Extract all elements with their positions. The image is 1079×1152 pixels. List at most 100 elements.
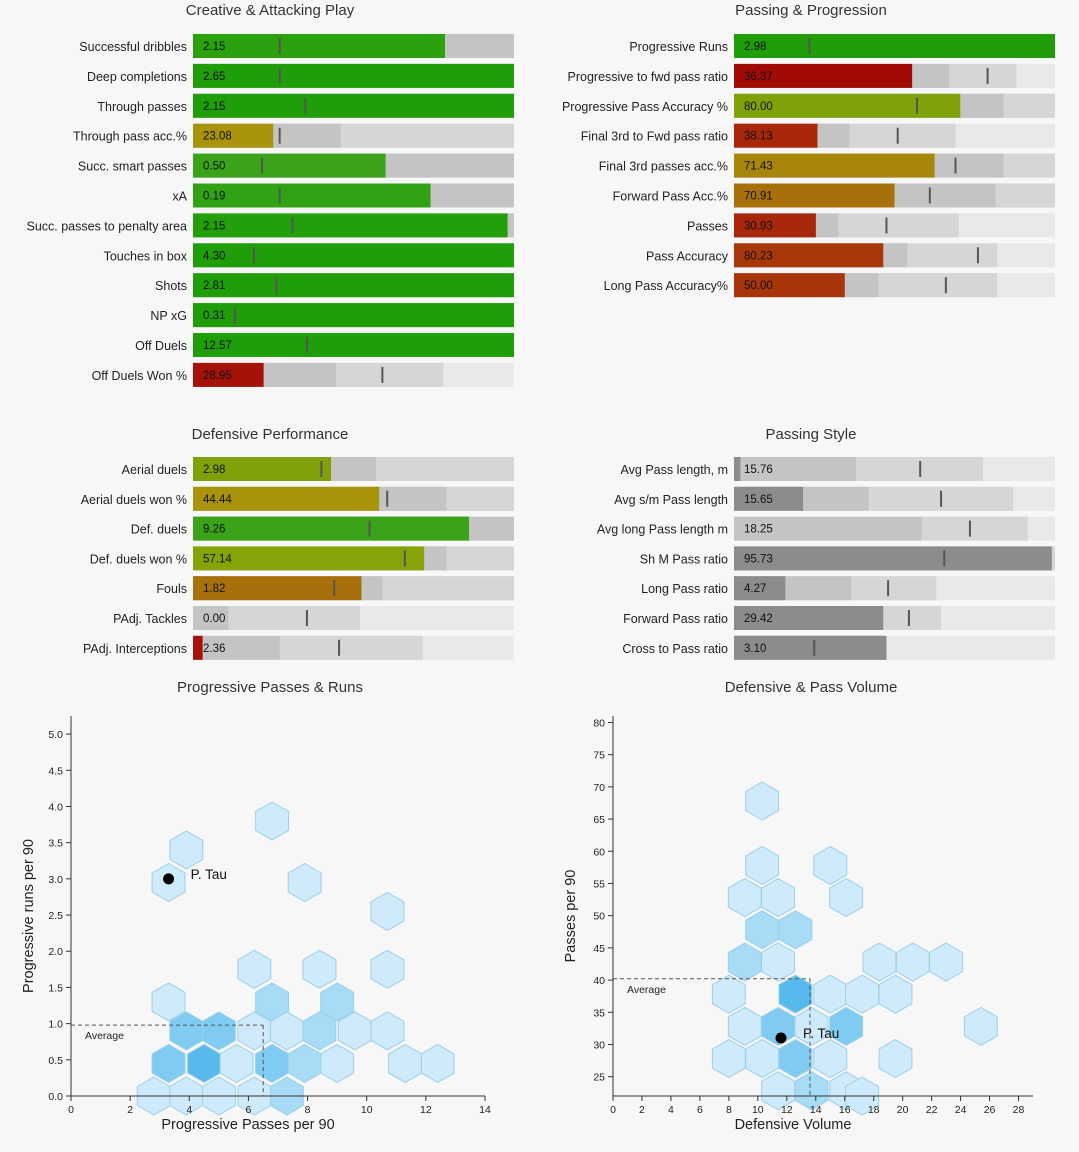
x-tick-label: 6 <box>246 1104 252 1116</box>
bar-fill <box>734 213 816 238</box>
bar-value: 57.14 <box>203 553 232 565</box>
x-tick-label: 18 <box>868 1104 880 1116</box>
y-tick-label: 30 <box>593 1039 605 1051</box>
bar-fill <box>193 486 380 511</box>
hexbin <box>287 862 322 903</box>
player-label: P. Tau <box>803 1026 839 1041</box>
bar-fill <box>193 153 386 178</box>
y-tick-label: 5.0 <box>48 729 63 741</box>
y-tick-label: 45 <box>593 943 605 955</box>
bar-row: Pass Accuracy 80.23 <box>646 243 1055 268</box>
bar-label: Long Pass ratio <box>641 582 728 596</box>
bar-fill <box>734 63 913 88</box>
bar-label: Off Duels Won % <box>92 369 187 383</box>
bar-value: 0.00 <box>203 613 225 625</box>
bar-value: 15.76 <box>744 464 773 476</box>
hexbin <box>745 910 780 950</box>
hexbin <box>151 1043 186 1083</box>
bar-row: Successful dribbles 2.15 <box>79 34 514 58</box>
bar-label: Pass Accuracy <box>646 249 729 263</box>
bar-row: Aerial duels won % 44.44 <box>81 486 514 511</box>
hexbin <box>727 942 762 982</box>
x-axis-label: Progressive Passes per 90 <box>161 1117 334 1133</box>
x-tick-label: 14 <box>810 1104 822 1116</box>
hexbin <box>711 974 746 1014</box>
bar-value: 95.73 <box>744 553 773 565</box>
bar-row: Forward Pass Acc.% 70.91 <box>613 183 1055 208</box>
bar-fill <box>734 635 887 660</box>
hexbin <box>845 974 880 1014</box>
y-tick-label: 4.5 <box>48 765 63 777</box>
hexbin-layer <box>711 781 998 1116</box>
bar-value: 28.95 <box>203 370 232 382</box>
hexbin <box>201 1011 236 1051</box>
y-tick-label: 25 <box>593 1072 605 1084</box>
bar-fill <box>734 546 1052 571</box>
y-tick-label: 3.5 <box>48 838 63 850</box>
bar-value: 2.81 <box>203 280 225 292</box>
x-tick-label: 2 <box>127 1104 133 1116</box>
y-tick-label: 75 <box>593 750 605 762</box>
hexbin <box>761 878 796 918</box>
hexbin <box>370 891 405 931</box>
hexbin <box>929 942 964 982</box>
hexbin <box>219 1043 254 1083</box>
bar-value: 30.93 <box>744 220 773 232</box>
bar-fill <box>734 123 818 148</box>
bar-fill <box>734 576 786 601</box>
bar-range-inner <box>734 516 922 541</box>
y-tick-label: 65 <box>593 814 605 826</box>
x-tick-label: 10 <box>752 1104 764 1116</box>
bar-value: 0.31 <box>203 310 225 322</box>
y-tick-label: 2.5 <box>48 910 63 922</box>
bar-fill <box>193 333 514 357</box>
y-tick-label: 50 <box>593 911 605 923</box>
x-tick-label: 12 <box>781 1104 793 1116</box>
bar-value: 4.30 <box>203 250 225 262</box>
bar-value: 12.57 <box>203 340 232 352</box>
bar-label: Forward Pass Acc.% <box>613 190 728 204</box>
bar-range-inner <box>734 457 856 481</box>
bar-fill <box>734 34 1055 58</box>
bar-value: 2.36 <box>203 643 225 655</box>
bar-fill <box>734 606 884 630</box>
bar-label: Off Duels <box>135 339 187 353</box>
bar-fill <box>193 34 445 58</box>
bar-row: xA 0.19 <box>172 183 514 208</box>
bar-label: Aerial duels <box>122 463 187 477</box>
hexbin <box>187 1043 221 1083</box>
bar-label: PAdj. Tackles <box>113 612 187 626</box>
bar-label: Final 3rd passes acc.% <box>599 160 728 174</box>
hexbin <box>727 1006 762 1046</box>
bar-fill <box>193 635 203 660</box>
bar-fill <box>193 243 514 268</box>
bar-label: NP xG <box>150 309 187 323</box>
x-axis-label: Defensive Volume <box>735 1117 852 1133</box>
bar-value: 0.50 <box>203 161 225 173</box>
x-tick-label: 16 <box>839 1104 851 1116</box>
bar-value: 15.65 <box>744 494 773 506</box>
bar-row: Through pass acc.% 23.08 <box>73 123 514 148</box>
bar-row: Off Duels 12.57 <box>135 333 514 357</box>
hexbin <box>813 845 848 885</box>
hexbin <box>794 1006 829 1046</box>
hexbin <box>794 1071 829 1111</box>
bar-row: Cross to Pass ratio 3.10 <box>622 635 1055 660</box>
hexbin <box>287 1043 322 1083</box>
bar-value: 23.08 <box>203 131 232 143</box>
bar-row: PAdj. Tackles 0.00 <box>113 606 514 630</box>
hexbin <box>878 974 913 1014</box>
bar-row: Shots 2.81 <box>155 273 514 298</box>
x-tick-label: 14 <box>479 1104 491 1116</box>
hexbin <box>878 1039 913 1079</box>
y-tick-label: 1.0 <box>48 1019 63 1031</box>
bar-row: Succ. smart passes 0.50 <box>78 153 514 178</box>
bar-fill <box>193 213 508 238</box>
x-tick-label: 0 <box>68 1104 74 1116</box>
bar-fill <box>734 273 845 298</box>
bar-label: Forward Pass ratio <box>623 612 728 626</box>
y-axis-label: Passes per 90 <box>563 870 579 963</box>
bar-label: Avg long Pass length m <box>597 523 728 537</box>
